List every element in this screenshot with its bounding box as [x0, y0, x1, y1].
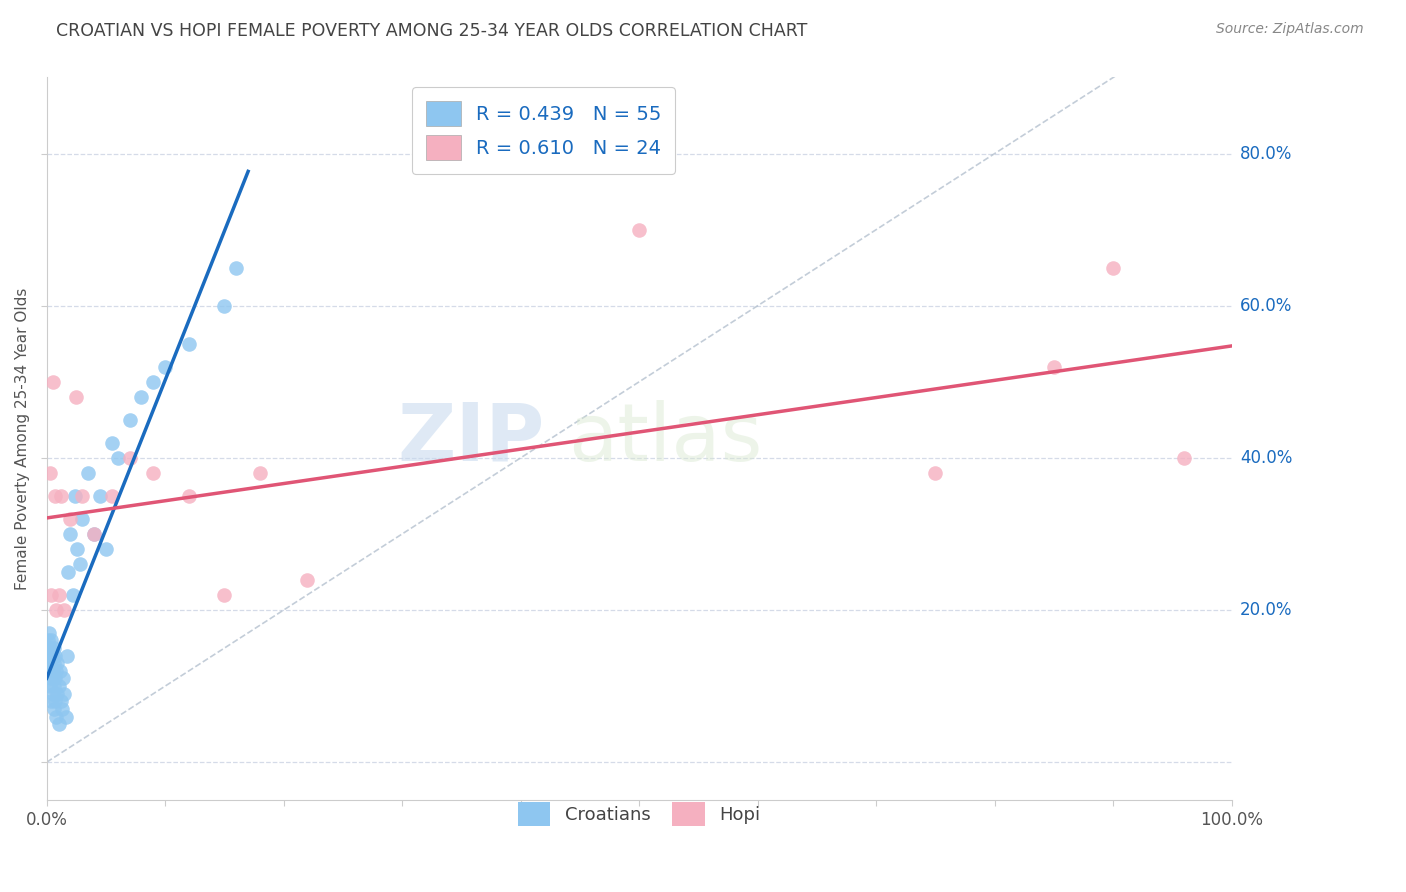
Text: 80.0%: 80.0%	[1240, 145, 1292, 162]
Point	[225, 260, 247, 275]
Point	[1102, 260, 1125, 275]
Point	[37, 633, 59, 648]
Point	[53, 687, 76, 701]
Point	[41, 588, 63, 602]
Point	[48, 717, 70, 731]
Point	[37, 648, 59, 663]
Point	[118, 450, 141, 465]
Point	[118, 413, 141, 427]
Point	[142, 375, 165, 389]
Text: CROATIAN VS HOPI FEMALE POVERTY AMONG 25-34 YEAR OLDS CORRELATION CHART: CROATIAN VS HOPI FEMALE POVERTY AMONG 25…	[56, 22, 807, 40]
Point	[628, 222, 651, 236]
Point	[42, 679, 65, 693]
Point	[44, 489, 66, 503]
Point	[131, 390, 153, 404]
Point	[44, 648, 66, 663]
Point	[177, 489, 200, 503]
Point	[41, 694, 63, 708]
Point	[59, 512, 82, 526]
Point	[70, 512, 93, 526]
Point	[41, 687, 63, 701]
Point	[42, 657, 65, 671]
Point	[53, 603, 76, 617]
Point	[107, 450, 129, 465]
Point	[83, 527, 105, 541]
Point	[52, 672, 75, 686]
Point	[41, 633, 63, 648]
Point	[1173, 450, 1195, 465]
Point	[39, 657, 62, 671]
Point	[41, 375, 63, 389]
Point	[44, 672, 66, 686]
Point	[41, 648, 63, 663]
Point	[101, 435, 124, 450]
Text: 20.0%: 20.0%	[1240, 601, 1292, 619]
Point	[65, 390, 87, 404]
Point	[48, 664, 70, 678]
Point	[249, 466, 271, 480]
Point	[214, 299, 236, 313]
Point	[41, 648, 63, 663]
Text: Source: ZipAtlas.com: Source: ZipAtlas.com	[1216, 22, 1364, 37]
Point	[66, 542, 89, 557]
Text: atlas: atlas	[568, 400, 762, 478]
Legend: Croatians, Hopi: Croatians, Hopi	[509, 793, 769, 835]
Point	[42, 702, 65, 716]
Point	[38, 664, 60, 678]
Point	[39, 466, 62, 480]
Point	[62, 588, 84, 602]
Point	[46, 687, 69, 701]
Point	[45, 664, 67, 678]
Point	[39, 641, 62, 656]
Point	[55, 709, 77, 723]
Point	[101, 489, 124, 503]
Point	[94, 542, 117, 557]
Text: ZIP: ZIP	[396, 400, 544, 478]
Point	[38, 625, 60, 640]
Y-axis label: Female Poverty Among 25-34 Year Olds: Female Poverty Among 25-34 Year Olds	[15, 287, 30, 590]
Point	[924, 466, 946, 480]
Point	[1043, 359, 1066, 374]
Point	[77, 466, 100, 480]
Point	[41, 664, 63, 678]
Point	[49, 489, 72, 503]
Text: 60.0%: 60.0%	[1240, 297, 1292, 315]
Point	[45, 603, 67, 617]
Point	[177, 336, 200, 351]
Point	[297, 573, 319, 587]
Point	[41, 672, 63, 686]
Point	[48, 588, 70, 602]
Point	[49, 694, 72, 708]
Point	[51, 702, 73, 716]
Point	[44, 694, 66, 708]
Point	[56, 565, 79, 579]
Point	[56, 648, 79, 663]
Point	[46, 657, 69, 671]
Point	[63, 489, 86, 503]
Text: 40.0%: 40.0%	[1240, 449, 1292, 467]
Point	[89, 489, 111, 503]
Point	[39, 679, 62, 693]
Point	[83, 527, 105, 541]
Point	[45, 709, 67, 723]
Point	[59, 527, 82, 541]
Point	[69, 558, 91, 572]
Point	[70, 489, 93, 503]
Point	[153, 359, 176, 374]
Point	[214, 588, 236, 602]
Point	[42, 641, 65, 656]
Point	[142, 466, 165, 480]
Point	[48, 679, 70, 693]
Point	[38, 641, 60, 656]
